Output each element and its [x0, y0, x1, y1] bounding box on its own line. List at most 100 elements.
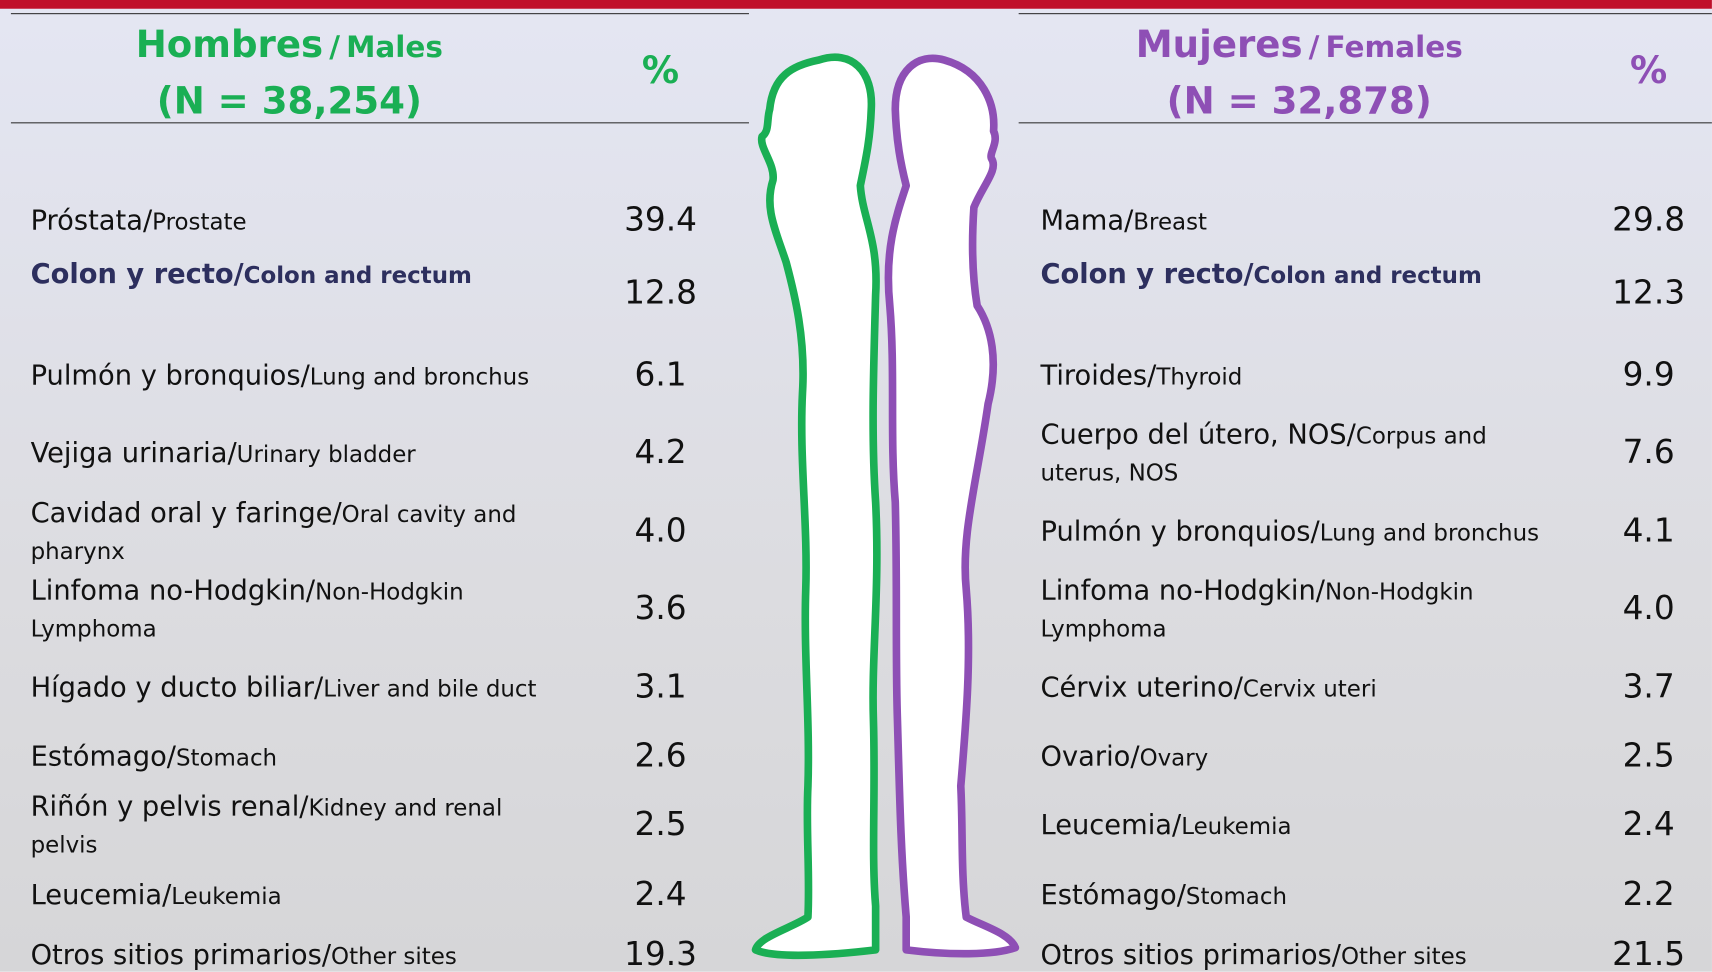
females-header: Mujeres / Females (N = 32,878): [1054, 20, 1545, 134]
row-label: Mama/Breast: [1040, 203, 1207, 241]
row: Linfoma no-Hodgkin/Non-Hodgkin Lymphoma: [1040, 572, 1553, 648]
row-label: Próstata/Prostate: [31, 203, 247, 241]
rule: [1018, 122, 1712, 124]
label-es: Ovario/: [1040, 739, 1140, 772]
value: 4.0: [634, 512, 687, 551]
row: Próstata/Prostate: [31, 183, 555, 259]
label-es: Colon y recto/: [1040, 257, 1254, 289]
label-en: Cervix uteri: [1242, 675, 1377, 702]
value: 4.0: [1622, 589, 1675, 628]
value: 2.5: [634, 805, 687, 844]
label-es: Tiroides/: [1040, 358, 1157, 391]
value: 2.6: [634, 736, 687, 776]
label-es: Otros sitios primarios/: [1040, 938, 1341, 971]
value: 4.2: [634, 433, 687, 472]
rule: [1018, 13, 1712, 15]
value: 29.8: [1612, 200, 1686, 240]
row: Pulmón y bronquios/Lung and bronchus: [1040, 495, 1553, 571]
label-es: Hígado y ducto biliar/: [30, 670, 324, 703]
label-en: Oral cavity and pharynx: [30, 500, 517, 564]
label-es: Leucemia/: [30, 878, 172, 911]
label-es: Cuerpo del útero, NOS/: [1040, 417, 1356, 450]
label-en: Leukemia: [171, 882, 282, 909]
row: Hígado y ducto biliar/Liver and bile duc…: [31, 651, 555, 727]
label-es: Vejiga urinaria/: [30, 436, 237, 468]
row: Estómago/Stomach: [1040, 858, 1553, 934]
label-es: Pulmón y bronquios/: [30, 358, 310, 391]
row-label: Cérvix uterino/Cervix uteri: [1040, 670, 1376, 708]
label-es: Otros sitios primarios/: [30, 938, 332, 971]
value: 39.4: [624, 200, 697, 240]
row: Cérvix uterino/Cervix uteri: [1040, 651, 1553, 727]
label-en: Liver and bile duct: [323, 675, 537, 702]
row: Cuerpo del útero, NOS/Corpus and uterus,…: [1040, 416, 1553, 492]
label-en: Colon and rectum: [1253, 261, 1482, 288]
label-en: Leukemia: [1181, 812, 1292, 840]
label-en: Thyroid: [1156, 363, 1243, 390]
row: Leucemia/Leukemia: [31, 858, 555, 934]
row-label: Linfoma no-Hodgkin/Non-Hodgkin Lymphoma: [31, 573, 555, 648]
value: 3.1: [634, 668, 687, 707]
row-label: Cuerpo del útero, NOS/Corpus and uterus,…: [1040, 417, 1553, 492]
row: Mama/Breast: [1040, 183, 1553, 259]
pct-header: %: [1630, 49, 1668, 93]
row-label: Otros sitios primarios/Other sites: [31, 937, 457, 971]
row-label: Pulmón y bronquios/Lung and bronchus: [1040, 514, 1539, 552]
label-en: Breast: [1133, 207, 1208, 235]
label-en: Stomach: [1185, 882, 1287, 909]
row: Leucemia/Leukemia: [1040, 788, 1553, 864]
female-silhouette: [884, 54, 1020, 958]
value: 12.3: [1612, 274, 1686, 313]
row-label: Tiroides/Thyroid: [1040, 358, 1242, 396]
label-en: Non-Hodgkin Lymphoma: [30, 578, 464, 642]
title-en: Females: [1325, 30, 1463, 65]
title-es: Mujeres: [1135, 22, 1303, 67]
row-label: Colon y recto/Colon and rectum: [31, 256, 472, 294]
value: 9.9: [1622, 355, 1675, 395]
value: 2.4: [634, 875, 687, 914]
label-en: Stomach: [175, 744, 278, 771]
row-label: Ovario/Ovary: [1040, 739, 1208, 777]
row-label: Pulmón y bronquios/Lung and bronchus: [31, 358, 530, 396]
row: Otros sitios primarios/Other sites: [1040, 918, 1553, 971]
sep: /: [1308, 30, 1320, 65]
pct-header: %: [641, 49, 680, 93]
label-es: Linfoma no-Hodgkin/: [30, 573, 316, 606]
label-en: Corpus and uterus, NOS: [1040, 421, 1487, 486]
label-en: Other sites: [331, 942, 457, 969]
row-label: Linfoma no-Hodgkin/Non-Hodgkin Lymphoma: [1040, 573, 1553, 648]
label-en: Ovary: [1139, 744, 1209, 771]
label-es: Riñón y pelvis renal/: [30, 789, 309, 822]
value: 2.4: [1622, 805, 1675, 844]
value: 2.5: [1622, 736, 1675, 776]
label-en: Lung and bronchus: [309, 363, 530, 390]
row: Cavidad oral y faringe/Oral cavity and p…: [31, 495, 555, 571]
value: 4.1: [1622, 512, 1675, 551]
row-label: Colon y recto/Colon and rectum: [1040, 256, 1481, 294]
row-label: Hígado y ducto biliar/Liver and bile duc…: [31, 670, 537, 708]
rule: [10, 122, 749, 124]
value: 21.5: [1612, 935, 1686, 972]
value: 2.2: [1622, 875, 1675, 914]
row-label: Vejiga urinaria/Urinary bladder: [31, 435, 416, 473]
label-en: Non-Hodgkin Lymphoma: [1040, 578, 1474, 642]
male-silhouette: [751, 53, 881, 960]
label-es: Estómago/: [30, 739, 176, 772]
value: 3.6: [634, 589, 687, 628]
label-es: Colon y recto/: [30, 257, 244, 289]
row: Vejiga urinaria/Urinary bladder: [31, 416, 555, 492]
row: Pulmón y bronquios/Lung and bronchus: [31, 338, 555, 414]
value: 7.6: [1622, 433, 1675, 472]
males-header: Hombres / Males (N = 38,254): [44, 20, 535, 134]
row-label: Riñón y pelvis renal/Kidney and renal pe…: [31, 789, 555, 864]
label-es: Estómago/: [1040, 878, 1186, 911]
row-label: Otros sitios primarios/Other sites: [1040, 937, 1466, 971]
label-es: Mama/: [1040, 203, 1134, 236]
label-en: Prostate: [152, 207, 247, 235]
title-es: Hombres: [135, 22, 324, 67]
label-en: Colon and rectum: [243, 261, 472, 288]
row-label: Estómago/Stomach: [31, 739, 278, 777]
label-es: Leucemia/: [1040, 808, 1182, 841]
label-en: Urinary bladder: [236, 440, 416, 467]
row-label: Estómago/Stomach: [1040, 877, 1287, 915]
